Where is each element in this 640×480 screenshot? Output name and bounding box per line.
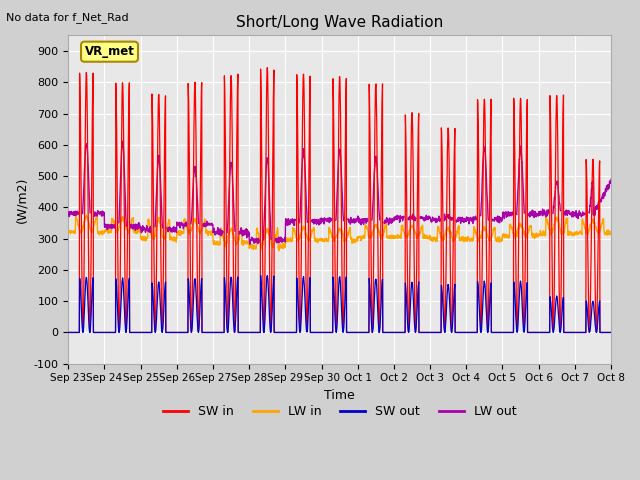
Text: No data for f_Net_Rad: No data for f_Net_Rad	[6, 12, 129, 23]
Legend: SW in, LW in, SW out, LW out: SW in, LW in, SW out, LW out	[158, 400, 521, 423]
Title: Short/Long Wave Radiation: Short/Long Wave Radiation	[236, 15, 444, 30]
Y-axis label: (W/m2): (W/m2)	[15, 176, 28, 223]
X-axis label: Time: Time	[324, 389, 355, 402]
Text: VR_met: VR_met	[84, 45, 134, 58]
